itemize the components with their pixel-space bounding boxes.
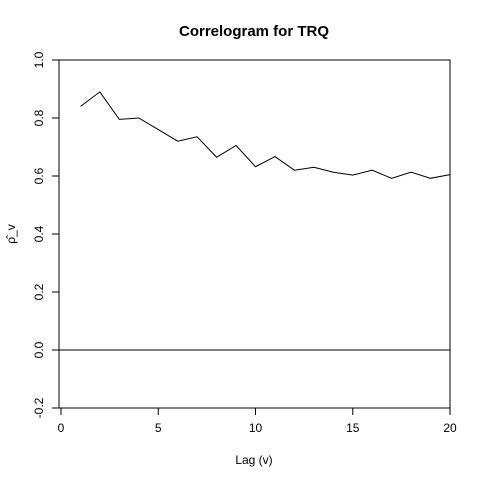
y-tick-label: 0.0 — [32, 341, 46, 358]
chart-title: Correlogram for TRQ — [179, 23, 329, 40]
y-axis: -0.2 0.0 0.2 0.4 0.6 0.8 1.0 — [32, 51, 59, 418]
y-tick-label: 1.0 — [32, 51, 46, 68]
x-tick-label: 10 — [249, 421, 263, 435]
y-tick-label: 0.4 — [32, 225, 46, 242]
x-axis: 0 5 10 15 20 — [58, 408, 457, 435]
x-axis-label: Lag (v) — [235, 453, 272, 467]
autocorrelation-series-line — [80, 91, 451, 179]
x-tick-label: 0 — [58, 421, 65, 435]
y-tick-label: -0.2 — [32, 397, 46, 418]
y-tick-label: 0.8 — [32, 109, 46, 126]
y-axis-label: ρ̂_v — [4, 224, 18, 244]
y-tick-label: 0.2 — [32, 283, 46, 300]
plot-frame — [58, 59, 451, 409]
x-tick-label: 15 — [346, 421, 360, 435]
y-tick-label: 0.6 — [32, 167, 46, 184]
x-tick-label: 5 — [155, 421, 162, 435]
x-tick-label: 20 — [443, 421, 457, 435]
